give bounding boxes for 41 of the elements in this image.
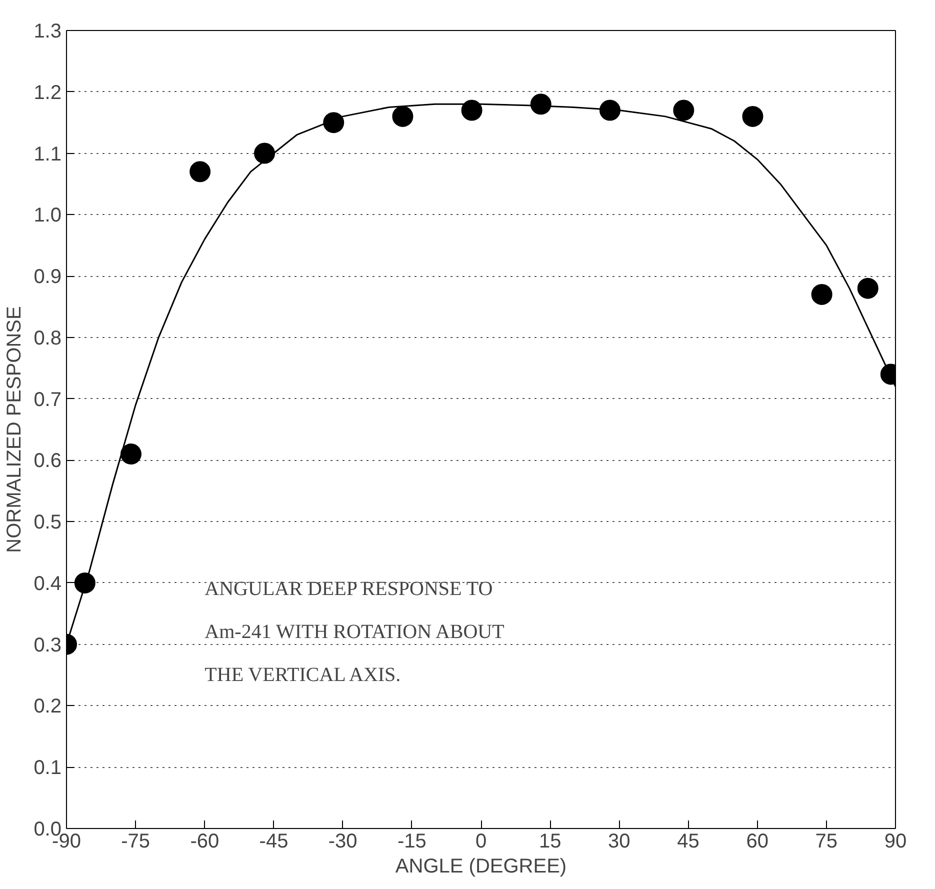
annotation: ANGULAR DEEP RESPONSE TO Am-241 WITH ROTATION ABOUT THE VERTICAL AXIS. (204, 578, 504, 686)
y-tick-label: 1.1 (34, 143, 62, 166)
y-tick-label: 0.2 (34, 696, 62, 718)
x-tick-label: -75 (121, 830, 150, 852)
x-tick-label: 60 (746, 830, 768, 852)
point (190, 161, 211, 182)
point (811, 284, 832, 305)
y-tick-label: 1.0 (34, 204, 62, 227)
x-tick-label: -45 (259, 830, 288, 852)
y-tick-label: 0.7 (34, 388, 62, 411)
x-tick-label: -60 (190, 830, 220, 852)
point (599, 100, 620, 121)
x-tick-label: 90 (884, 830, 907, 852)
x-tick-label: 45 (677, 830, 700, 852)
point (530, 94, 552, 115)
y-tick-label: 0.1 (34, 757, 62, 780)
x-tick-label: 30 (608, 830, 630, 852)
x-tick-label: -30 (328, 830, 358, 852)
y-tick-label: 1.2 (34, 82, 62, 104)
y-tick-label: 0.6 (34, 450, 62, 472)
x-tick-label: 15 (538, 830, 562, 852)
point (461, 100, 482, 121)
point (74, 572, 96, 594)
y-tick-label: 0.5 (34, 512, 62, 534)
y-tick-label: 0.9 (34, 266, 62, 288)
point (323, 112, 344, 134)
point (857, 278, 878, 299)
y-tick-label: 0.8 (34, 327, 62, 350)
x-tick-label: 75 (815, 830, 838, 852)
x-axis-title: ANGLE (DEGREE) (395, 856, 567, 878)
point (673, 100, 694, 121)
y-axis-title: NORMALIZED PESPONSE (4, 306, 26, 553)
y-tick-label: 0.4 (34, 572, 62, 595)
x-tick-label: 0 (475, 830, 487, 852)
x-tick-label: -15 (397, 830, 426, 852)
y-tick-label: 1.3 (34, 20, 62, 42)
y-tick-label: 0.3 (34, 634, 62, 656)
point (742, 106, 764, 127)
point (392, 106, 414, 127)
point (254, 142, 276, 164)
point (120, 444, 142, 465)
